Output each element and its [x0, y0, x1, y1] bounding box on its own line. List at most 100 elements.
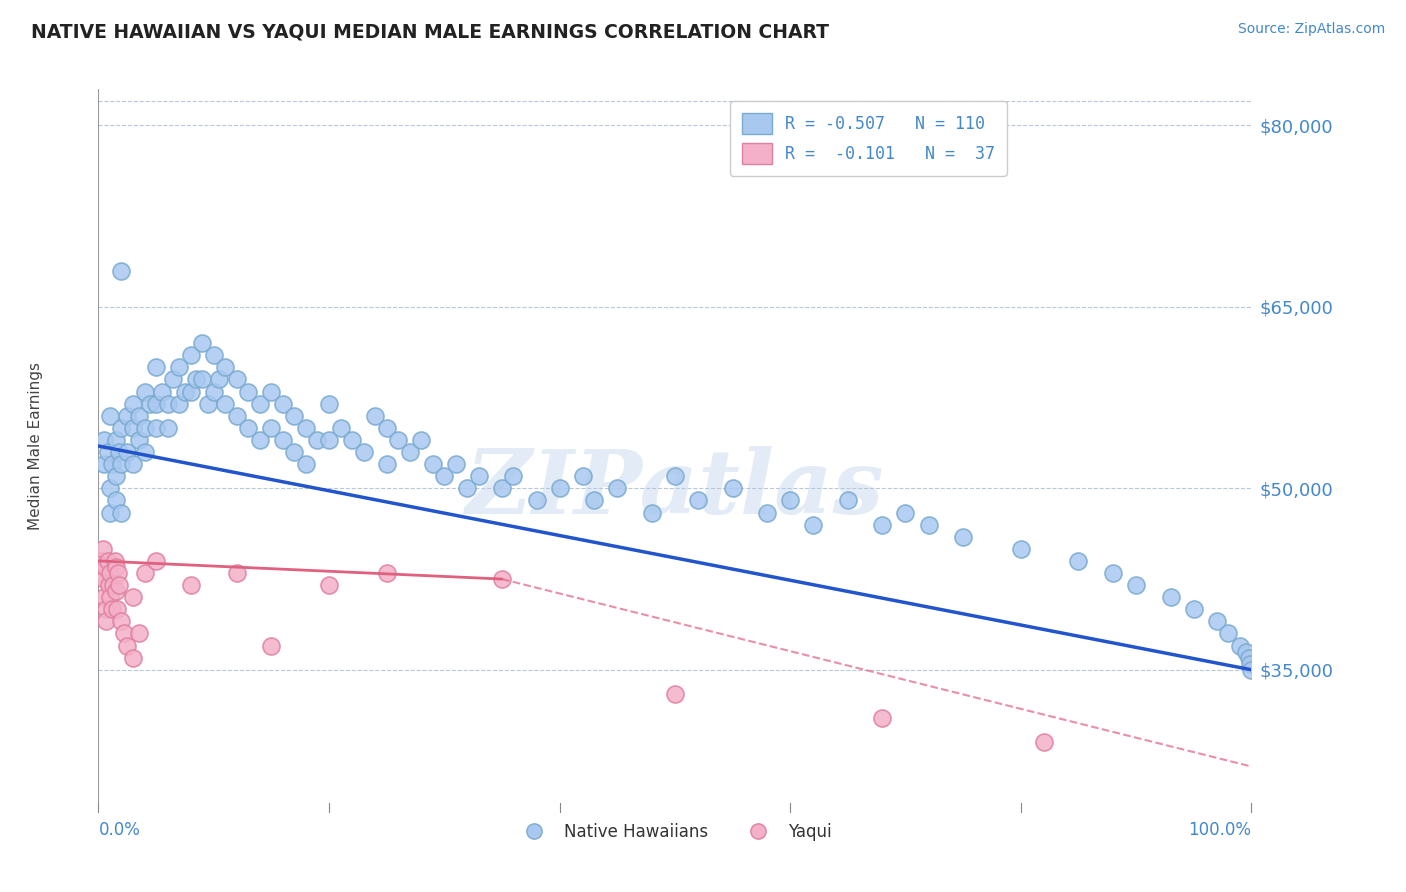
Text: ZIPatlas: ZIPatlas [467, 446, 883, 532]
Point [145, 360, 167, 375]
Point [93, 433, 115, 447]
Point [139, 397, 162, 411]
Point [238, 421, 260, 435]
Point [104, 493, 127, 508]
Point [180, 348, 202, 362]
Point [98, 506, 121, 520]
Point [156, 421, 179, 435]
Point [117, 445, 139, 459]
Point [117, 639, 139, 653]
Point [387, 433, 409, 447]
Point [329, 421, 352, 435]
Point [108, 578, 131, 592]
Point [260, 639, 283, 653]
Point [110, 615, 132, 629]
Point [108, 445, 131, 459]
Point [1160, 590, 1182, 604]
Point [186, 372, 208, 386]
Text: Median Male Earnings: Median Male Earnings [28, 362, 42, 530]
Point [98, 481, 121, 495]
Point [167, 360, 190, 375]
Point [606, 481, 628, 495]
Point [180, 384, 202, 399]
Point [214, 397, 236, 411]
Point [375, 566, 398, 580]
Point [225, 566, 247, 580]
Point [103, 578, 125, 592]
Point [117, 409, 139, 423]
Point [214, 360, 236, 375]
Point [202, 384, 225, 399]
Point [104, 469, 127, 483]
Point [105, 602, 128, 616]
Point [1125, 578, 1147, 592]
Point [97, 578, 120, 592]
Point [110, 421, 132, 435]
Text: 100.0%: 100.0% [1188, 821, 1251, 839]
Point [353, 445, 375, 459]
Point [271, 433, 294, 447]
Point [1182, 602, 1205, 616]
Point [174, 384, 197, 399]
Point [318, 578, 340, 592]
Point [122, 397, 145, 411]
Point [422, 457, 444, 471]
Point [456, 481, 478, 495]
Point [1032, 735, 1054, 749]
Point [134, 566, 156, 580]
Point [134, 445, 156, 459]
Point [917, 517, 939, 532]
Point [283, 445, 305, 459]
Point [145, 421, 167, 435]
Point [375, 421, 398, 435]
Point [664, 469, 686, 483]
Point [96, 615, 118, 629]
Point [145, 554, 167, 568]
Point [249, 433, 271, 447]
Point [468, 469, 491, 483]
Point [225, 409, 247, 423]
Point [375, 457, 398, 471]
Point [90, 566, 112, 580]
Point [295, 421, 318, 435]
Point [97, 445, 120, 459]
Point [872, 711, 894, 725]
Point [128, 626, 150, 640]
Point [526, 493, 548, 508]
Point [122, 457, 145, 471]
Point [98, 566, 121, 580]
Point [1067, 554, 1090, 568]
Point [162, 372, 184, 386]
Point [1102, 566, 1125, 580]
Point [340, 433, 363, 447]
Point [433, 469, 456, 483]
Point [112, 626, 135, 640]
Point [249, 397, 271, 411]
Point [122, 590, 145, 604]
Point [1229, 639, 1251, 653]
Point [583, 493, 606, 508]
Point [96, 602, 118, 616]
Point [307, 433, 329, 447]
Point [180, 578, 202, 592]
Point [208, 372, 231, 386]
Text: NATIVE HAWAIIAN VS YAQUI MEDIAN MALE EARNINGS CORRELATION CHART: NATIVE HAWAIIAN VS YAQUI MEDIAN MALE EAR… [31, 22, 830, 41]
Point [571, 469, 593, 483]
Point [156, 397, 179, 411]
Point [686, 493, 709, 508]
Point [122, 421, 145, 435]
Point [94, 560, 117, 574]
Point [98, 590, 121, 604]
Point [491, 572, 513, 586]
Point [318, 397, 340, 411]
Point [260, 384, 283, 399]
Point [1218, 626, 1240, 640]
Point [398, 445, 420, 459]
Point [150, 384, 173, 399]
Point [110, 263, 132, 277]
Point [1240, 663, 1263, 677]
Point [104, 560, 127, 574]
Point [93, 572, 115, 586]
Point [1239, 657, 1261, 671]
Point [295, 457, 318, 471]
